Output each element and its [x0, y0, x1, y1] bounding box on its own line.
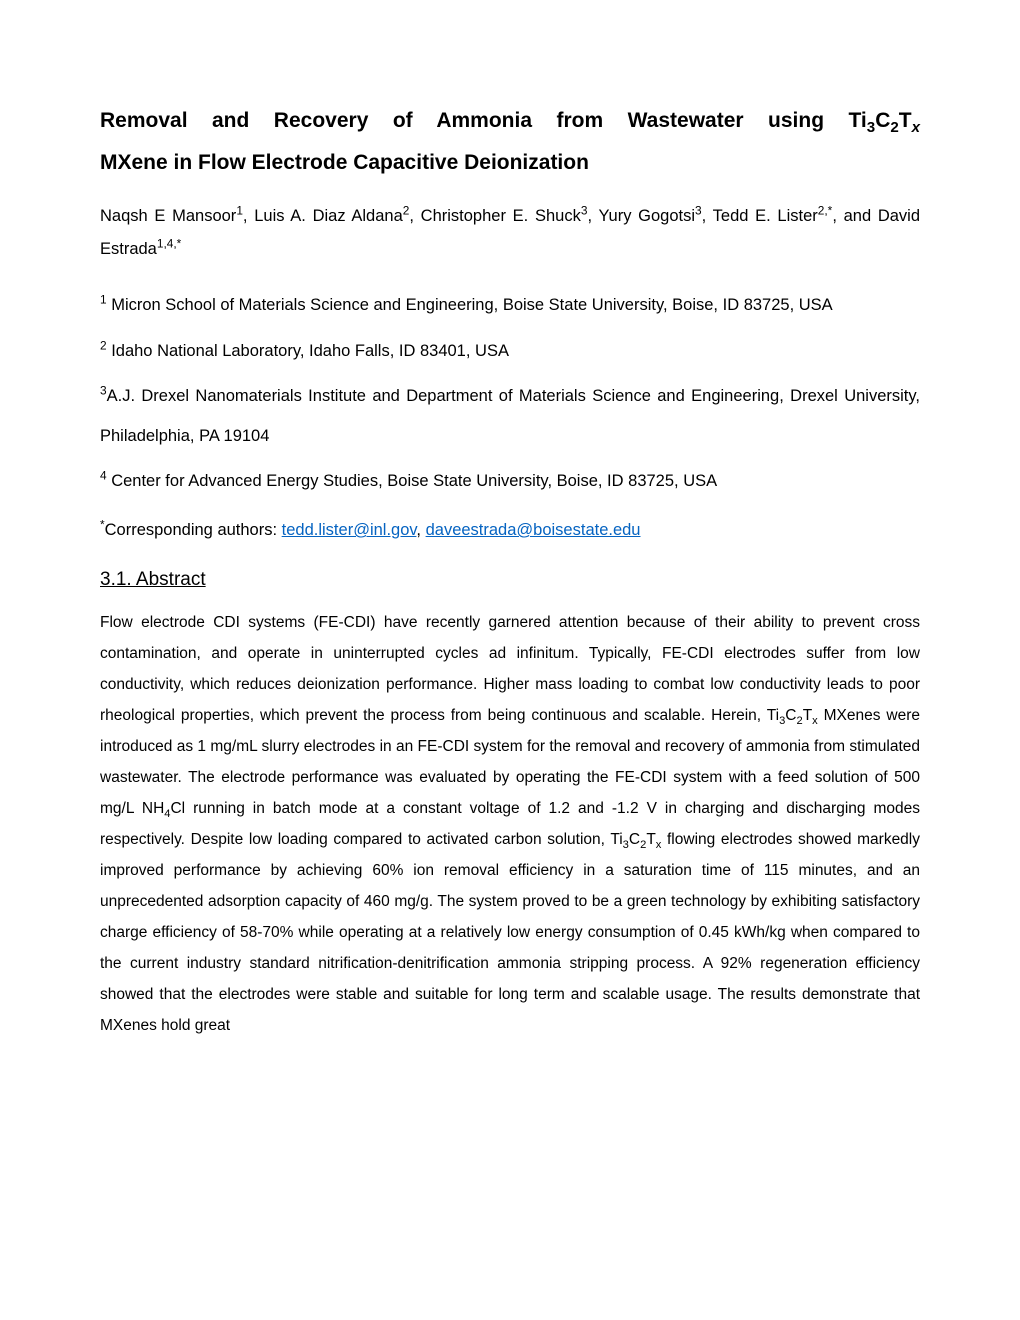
- title-line-2: MXene in Flow Electrode Capacitive Deion…: [100, 142, 920, 184]
- corresponding-sep: ,: [416, 521, 425, 539]
- author-sep: ,: [243, 207, 254, 225]
- abstract-text: flowing electrodes showed markedly impro…: [100, 831, 920, 1034]
- affil-sup: 1: [100, 293, 107, 307]
- affil-sup: 4: [100, 469, 107, 483]
- abstract-text: T: [646, 831, 655, 848]
- title-subscript-italic: x: [912, 119, 920, 136]
- title-text: Removal and Recovery of Ammonia from Was…: [100, 109, 867, 132]
- abstract-text: Flow electrode CDI systems (FE-CDI) have…: [100, 614, 920, 724]
- author-sep: , and: [832, 207, 878, 225]
- author-affil-sup: 1,4,*: [157, 237, 181, 251]
- title-subscript: 2: [890, 119, 898, 136]
- author-name: Naqsh E Mansoor: [100, 207, 236, 225]
- affil-sup: 2: [100, 338, 107, 352]
- abstract-body: Flow electrode CDI systems (FE-CDI) have…: [100, 607, 920, 1041]
- authors-list: Naqsh E Mansoor1, Luis A. Diaz Aldana2, …: [100, 200, 920, 266]
- affiliation-1: 1 Micron School of Materials Science and…: [100, 286, 920, 326]
- abstract-text: T: [803, 707, 812, 724]
- title-text: C: [875, 109, 890, 132]
- author-affil-sup: 1: [236, 204, 243, 218]
- affil-text: Center for Advanced Energy Studies, Bois…: [107, 472, 718, 490]
- corresponding-label: Corresponding authors:: [105, 521, 282, 539]
- title-subscript: 3: [867, 119, 875, 136]
- title-line-1: Removal and Recovery of Ammonia from Was…: [100, 100, 920, 142]
- author-name: Luis A. Diaz Aldana: [254, 207, 403, 225]
- paper-title: Removal and Recovery of Ammonia from Was…: [100, 100, 920, 184]
- author-affil-sup: 2,*: [818, 204, 833, 218]
- author-affil-sup: 3: [695, 204, 702, 218]
- affil-text: Micron School of Materials Science and E…: [107, 296, 833, 314]
- corresponding-authors: *Corresponding authors: tedd.lister@inl.…: [100, 514, 920, 547]
- author-sep: ,: [702, 207, 713, 225]
- corresponding-email-link[interactable]: tedd.lister@inl.gov: [282, 521, 417, 539]
- affil-sup: 3: [100, 384, 107, 398]
- author-name: Christopher E. Shuck: [421, 207, 581, 225]
- abstract-heading: 3.1. Abstract: [100, 569, 920, 591]
- abstract-text: C: [629, 831, 640, 848]
- author-name: Yury Gogotsi: [598, 207, 695, 225]
- abstract-text: C: [785, 707, 796, 724]
- affiliation-2: 2 Idaho National Laboratory, Idaho Falls…: [100, 332, 920, 372]
- author-sep: ,: [587, 207, 598, 225]
- title-text: T: [899, 109, 912, 132]
- affiliation-3: 3A.J. Drexel Nanomaterials Institute and…: [100, 377, 920, 456]
- affil-text: A.J. Drexel Nanomaterials Institute and …: [100, 387, 920, 445]
- affil-text: Idaho National Laboratory, Idaho Falls, …: [107, 342, 509, 360]
- author-sep: ,: [409, 207, 420, 225]
- affiliation-4: 4 Center for Advanced Energy Studies, Bo…: [100, 462, 920, 502]
- corresponding-email-link[interactable]: daveestrada@boisestate.edu: [426, 521, 641, 539]
- author-name: Tedd E. Lister: [713, 207, 818, 225]
